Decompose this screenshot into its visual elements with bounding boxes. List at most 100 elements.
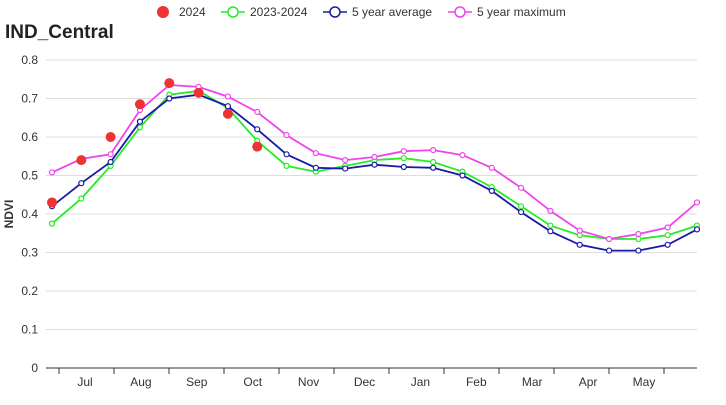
x-tick-label: Nov <box>298 375 319 389</box>
legend-item-2023-2024[interactable]: 2023-2024 <box>221 5 308 19</box>
data-point <box>136 124 144 131</box>
legend-label: 5 year maximum <box>477 5 566 19</box>
legend-marker <box>157 6 169 18</box>
series-5-year-maximum <box>48 81 701 243</box>
legend-label: 5 year average <box>352 5 432 19</box>
data-point <box>517 208 525 216</box>
legend-item-5-year-average[interactable]: 5 year average <box>323 5 432 19</box>
data-point <box>635 235 642 243</box>
data-point <box>488 164 495 171</box>
data-point <box>664 224 671 231</box>
data-point <box>459 151 466 159</box>
data-point <box>107 158 114 166</box>
y-tick-label: 0.5 <box>21 169 38 183</box>
data-point <box>134 99 145 110</box>
data-point <box>517 203 525 210</box>
data-point <box>547 228 554 235</box>
y-tick-label: 0.3 <box>21 246 38 260</box>
x-axis: Jul Aug Sep Oct Nov Dec Jan Feb Mar Apr May <box>58 368 665 389</box>
x-tick-label: Feb <box>466 375 487 389</box>
data-point <box>76 155 87 166</box>
y-tick-label: 0 <box>31 361 38 375</box>
data-point <box>252 141 263 152</box>
series-2024 <box>47 78 263 208</box>
data-point <box>342 157 349 164</box>
legend-marker <box>454 6 466 18</box>
legend-item-5-year-maximum[interactable]: 5 year maximum <box>448 5 566 19</box>
x-tick-label: Jul <box>77 375 92 389</box>
data-point <box>459 172 466 179</box>
data-point <box>635 247 642 254</box>
data-point <box>547 222 554 229</box>
y-tick-label: 0.4 <box>21 207 38 221</box>
data-point <box>224 93 232 100</box>
x-tick-label: Apr <box>579 375 598 389</box>
data-point <box>371 153 378 161</box>
data-point <box>48 169 56 176</box>
data-point <box>576 241 583 248</box>
data-point <box>105 132 116 142</box>
data-point <box>430 146 437 154</box>
data-point <box>517 184 525 191</box>
data-point <box>693 199 701 206</box>
chart-title: IND_Central <box>5 22 114 43</box>
legend-item-2024[interactable]: 2024 <box>157 5 206 19</box>
data-point <box>342 165 349 172</box>
data-point <box>164 78 175 89</box>
legend-marker <box>227 6 239 18</box>
x-tick-label: May <box>633 375 656 389</box>
data-point <box>166 95 173 102</box>
data-point <box>78 195 85 202</box>
y-tick-label: 0.6 <box>21 130 38 144</box>
data-point <box>576 227 583 234</box>
y-tick-label: 0.2 <box>21 284 38 298</box>
data-point <box>664 232 671 239</box>
data-point <box>224 103 232 110</box>
data-point <box>488 187 495 194</box>
y-tick-label: 0.8 <box>21 53 38 67</box>
legend-label: 2024 <box>179 5 206 19</box>
data-point <box>222 108 233 119</box>
x-tick-label: Jan <box>411 375 430 389</box>
series-layer <box>47 78 701 254</box>
series-5-year-average <box>48 91 701 254</box>
data-point <box>47 197 57 208</box>
data-point <box>283 151 290 158</box>
y-tick-label: 0.1 <box>21 323 38 337</box>
data-point <box>283 162 290 169</box>
data-point <box>664 241 671 248</box>
data-point <box>693 226 701 233</box>
data-point <box>312 164 319 171</box>
legend-marker <box>329 6 341 18</box>
data-point <box>107 151 114 158</box>
data-point <box>430 164 437 171</box>
x-tick-label: Oct <box>243 375 262 389</box>
data-point <box>371 161 378 168</box>
data-point <box>400 155 407 162</box>
x-tick-label: Sep <box>186 375 208 389</box>
data-point <box>400 163 407 171</box>
data-point <box>78 180 85 187</box>
data-point <box>312 150 319 157</box>
data-point <box>605 235 613 243</box>
legend-label: 2023-2024 <box>250 5 308 19</box>
data-point <box>547 207 554 215</box>
data-point <box>254 108 261 116</box>
data-point <box>136 118 144 125</box>
data-point <box>283 131 290 139</box>
data-point <box>254 126 261 133</box>
x-tick-label: Mar <box>522 375 543 389</box>
x-tick-label: Aug <box>130 375 151 389</box>
y-axis-label: NDVI <box>2 200 16 229</box>
data-point <box>430 158 437 166</box>
x-tick-label: Dec <box>354 375 375 389</box>
legend[interactable]: 2024 2023-2024 5 year average 5 year maximu… <box>157 5 566 19</box>
y-tick-label: 0.7 <box>21 92 38 106</box>
data-point <box>193 87 204 98</box>
data-point <box>605 247 613 254</box>
data-point <box>400 148 407 155</box>
y-axis-ticks: 0 0.1 0.2 0.3 0.4 0.5 0.6 0.7 0.8 <box>21 53 38 375</box>
data-point <box>635 230 642 238</box>
